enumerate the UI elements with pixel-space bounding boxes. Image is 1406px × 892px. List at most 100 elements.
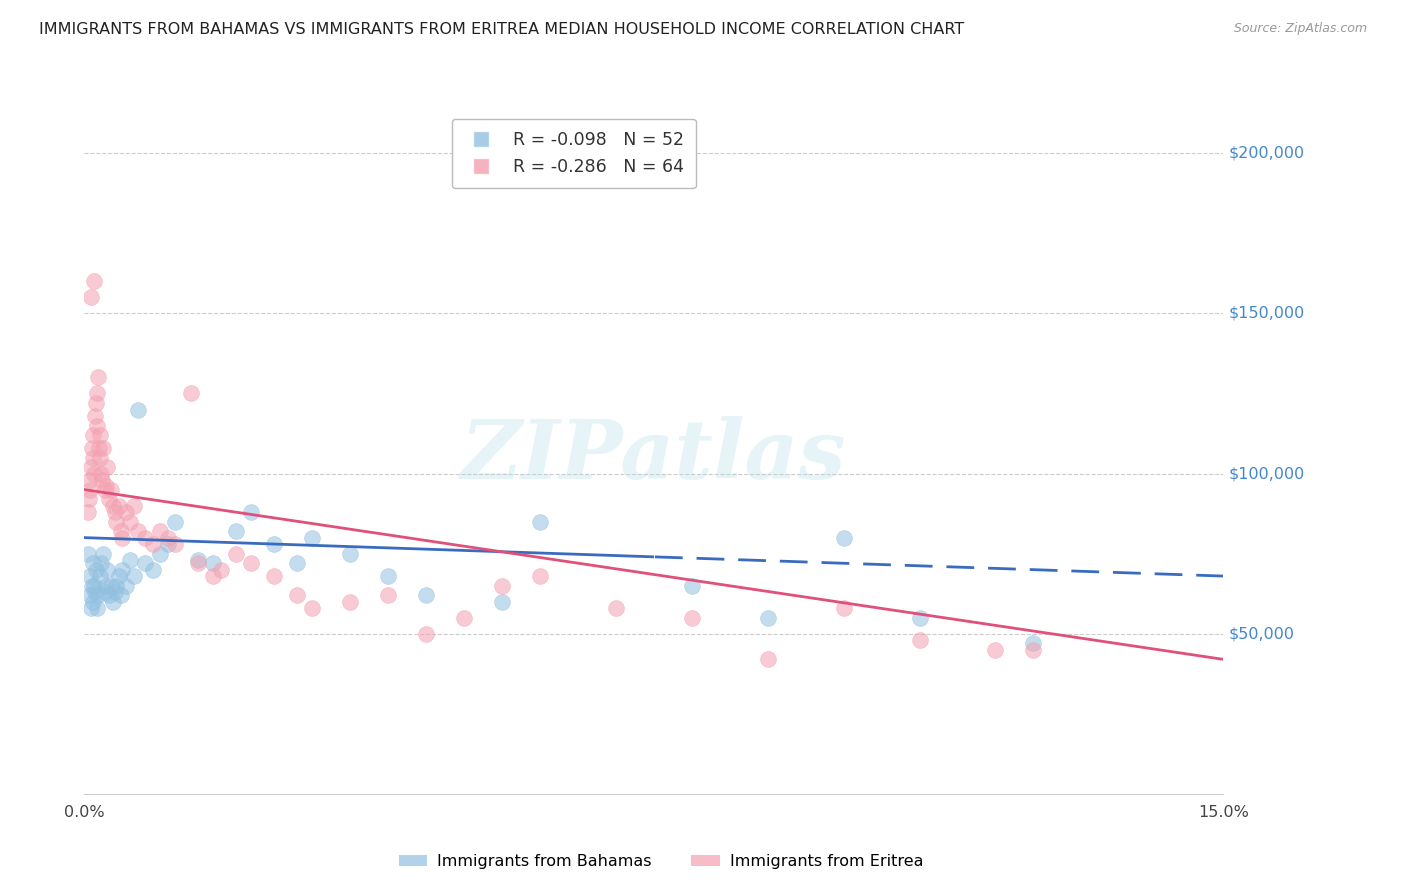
Point <box>87 441 110 455</box>
Point <box>82 428 104 442</box>
Point <box>301 531 323 545</box>
Legend: R = -0.098   N = 52, R = -0.286   N = 64: R = -0.098 N = 52, R = -0.286 N = 64 <box>451 119 696 188</box>
Point <box>1022 636 1045 650</box>
Point <box>86 386 108 401</box>
Point <box>756 652 779 666</box>
Point <box>103 595 125 609</box>
Point <box>90 473 112 487</box>
Point <box>339 547 361 561</box>
Point <box>80 290 103 304</box>
Point <box>89 450 111 465</box>
Point <box>225 547 247 561</box>
Point <box>105 515 128 529</box>
Point <box>83 274 105 288</box>
Point <box>908 610 931 624</box>
Point <box>377 569 399 583</box>
Point <box>285 556 308 570</box>
Point <box>285 588 308 602</box>
Point <box>118 515 141 529</box>
Point <box>86 601 108 615</box>
Point <box>97 588 120 602</box>
Point <box>80 579 103 593</box>
Point <box>529 569 551 583</box>
Point <box>94 585 117 599</box>
Point <box>122 569 145 583</box>
Point <box>529 515 551 529</box>
Point <box>908 633 931 648</box>
Point <box>149 547 172 561</box>
Point <box>165 515 187 529</box>
Point <box>605 601 627 615</box>
Point <box>94 483 117 497</box>
Point <box>77 505 100 519</box>
Text: $100,000: $100,000 <box>1229 467 1305 481</box>
Point <box>105 579 128 593</box>
Point <box>100 483 122 497</box>
Point <box>97 492 120 507</box>
Point <box>263 537 285 551</box>
Point <box>415 626 437 640</box>
Point <box>415 588 437 602</box>
Point <box>110 524 132 539</box>
Point <box>263 569 285 583</box>
Point <box>681 579 703 593</box>
Point <box>82 450 104 465</box>
Point <box>104 505 127 519</box>
Point <box>87 370 110 384</box>
Point <box>115 579 138 593</box>
Point <box>134 556 156 570</box>
Point <box>90 467 112 481</box>
Point <box>100 579 122 593</box>
Point <box>80 441 103 455</box>
Text: $50,000: $50,000 <box>1229 626 1295 641</box>
Point <box>134 531 156 545</box>
Point <box>107 569 129 583</box>
Point <box>84 585 107 599</box>
Point <box>127 524 149 539</box>
Point <box>240 556 263 570</box>
Point <box>84 396 107 410</box>
Point <box>202 556 225 570</box>
Point <box>84 409 107 423</box>
Point <box>90 556 112 570</box>
Point <box>165 537 187 551</box>
Point <box>96 460 118 475</box>
Point <box>89 569 111 583</box>
Point <box>681 610 703 624</box>
Point <box>79 473 101 487</box>
Text: IMMIGRANTS FROM BAHAMAS VS IMMIGRANTS FROM ERITREA MEDIAN HOUSEHOLD INCOME CORRE: IMMIGRANTS FROM BAHAMAS VS IMMIGRANTS FR… <box>39 22 965 37</box>
Point <box>84 563 107 577</box>
Point <box>453 610 475 624</box>
Point <box>104 585 127 599</box>
Point <box>149 524 172 539</box>
Point <box>187 556 209 570</box>
Legend: Immigrants from Bahamas, Immigrants from Eritrea: Immigrants from Bahamas, Immigrants from… <box>392 847 929 875</box>
Point <box>180 386 202 401</box>
Point <box>377 588 399 602</box>
Point <box>83 467 105 481</box>
Point <box>142 537 165 551</box>
Point <box>103 499 125 513</box>
Point <box>107 499 129 513</box>
Point <box>83 579 105 593</box>
Text: ZIPatlas: ZIPatlas <box>461 416 846 496</box>
Point <box>187 553 209 567</box>
Point <box>111 531 134 545</box>
Point <box>111 563 134 577</box>
Point <box>301 601 323 615</box>
Point <box>225 524 247 539</box>
Point <box>89 428 111 442</box>
Point <box>77 492 100 507</box>
Point <box>82 595 104 609</box>
Point <box>202 569 225 583</box>
Point <box>209 563 232 577</box>
Point <box>491 595 513 609</box>
Text: $150,000: $150,000 <box>1229 306 1305 321</box>
Point <box>94 479 117 493</box>
Point <box>156 537 179 551</box>
Point <box>1022 642 1045 657</box>
Point <box>240 505 263 519</box>
Point <box>339 595 361 609</box>
Text: Source: ZipAtlas.com: Source: ZipAtlas.com <box>1233 22 1367 36</box>
Point <box>127 402 149 417</box>
